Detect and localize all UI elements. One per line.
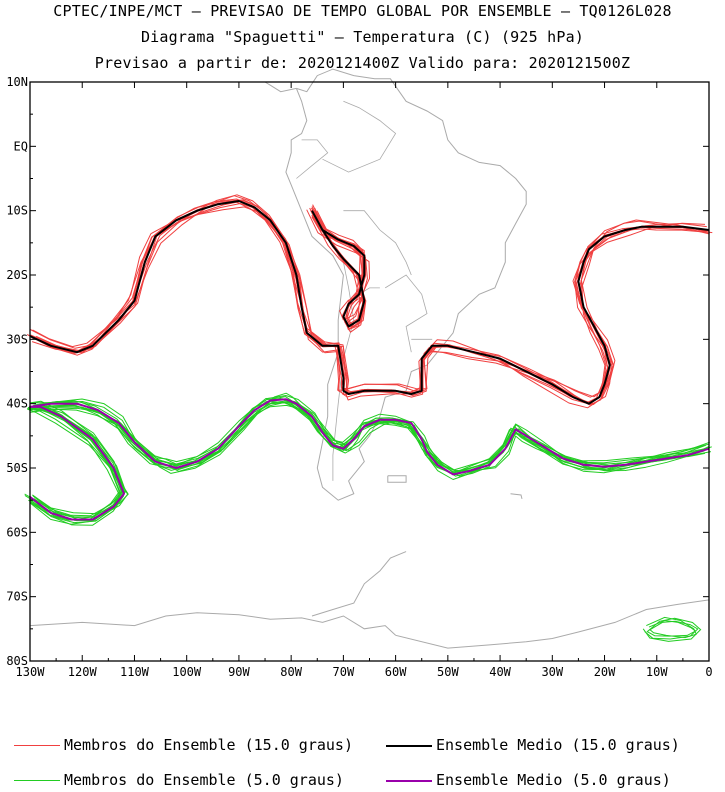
legend-item-mean-5: Ensemble Medio (5.0 graus) [386, 771, 671, 789]
falkland-islands [387, 475, 407, 483]
south-georgia [510, 493, 523, 500]
country-border-1 [384, 274, 428, 353]
y-tick-label: 20S [6, 268, 28, 282]
central-america-coast [264, 81, 297, 93]
ensemble-member-line [30, 401, 705, 522]
legend-label-mean-15: Ensemble Medio (15.0 graus) [436, 736, 680, 754]
y-tick-label: 40S [6, 397, 28, 411]
x-tick-label: 80W [280, 665, 302, 679]
ensemble-mean-line [29, 200, 710, 405]
ensemble-members-layer [24, 194, 713, 642]
legend-item-mean-15: Ensemble Medio (15.0 graus) [386, 736, 680, 754]
ensemble-mean-layer [29, 200, 710, 521]
ensemble-mean-line [311, 210, 366, 328]
legend-item-members-15: Membros do Ensemble (15.0 graus) [14, 736, 353, 754]
x-tick-label: 120W [68, 665, 98, 679]
chart-title-line-3: Previsao a partir de: 2020121400Z Valido… [94, 54, 631, 72]
x-tick-label: 110W [120, 665, 150, 679]
x-tick-label: 0 [705, 665, 712, 679]
ensemble-member-line [26, 198, 713, 404]
ensemble-member-line [32, 397, 705, 521]
ensemble-mean-line [29, 398, 710, 521]
legend-swatch-mean-15 [386, 744, 432, 747]
legend-label-members-15: Membros do Ensemble (15.0 graus) [64, 736, 353, 754]
x-tick-label: 40W [489, 665, 511, 679]
legend-swatch-mean-5 [386, 779, 432, 782]
ensemble-member-line [24, 396, 705, 518]
y-tick-label: EQ [14, 139, 28, 153]
legend-label-members-5: Membros do Ensemble (5.0 graus) [64, 771, 344, 789]
ensemble-member-line [30, 395, 711, 517]
legend-swatch-members-5 [14, 780, 60, 781]
ensemble-member-line [29, 401, 709, 521]
x-tick-label: 90W [228, 665, 250, 679]
x-tick-label: 30W [541, 665, 563, 679]
x-tick-label: 100W [172, 665, 202, 679]
country-border-2 [343, 210, 412, 276]
country-border-5 [296, 139, 329, 179]
x-tick-label: 130W [16, 665, 46, 679]
ensemble-member-line [32, 201, 709, 405]
axis-layer: 130W 120W 110W 100W 90W 80W 70W 60W 50W 40W 30W 20W… [6, 75, 712, 679]
ensemble-member-line [642, 617, 702, 642]
antarctic-peninsula-coast [311, 551, 407, 617]
country-border-3 [322, 100, 397, 173]
ensemble-member-line [644, 620, 699, 640]
y-tick-label: 70S [6, 590, 28, 604]
y-tick-label: 50S [6, 461, 28, 475]
y-tick-label: 30S [6, 332, 28, 346]
south-america-coast [285, 68, 527, 501]
chart-title-line-2: Diagrama "Spaguetti" – Temperatura (C) (… [140, 28, 585, 46]
y-tick-label: 80S [6, 654, 28, 668]
chart-title-line-1: CPTEC/INPE/MCT – PREVISAO DE TEMPO GLOBA… [53, 2, 672, 20]
y-tick-label: 10S [6, 204, 28, 218]
x-tick-label: 10W [646, 665, 668, 679]
x-tick-label: 60W [385, 665, 407, 679]
legend-swatch-members-15 [14, 745, 60, 746]
ensemble-member-line [647, 619, 697, 637]
ensemble-member-line [29, 400, 710, 526]
antarctica-coast-east [395, 599, 710, 649]
legend-item-members-5: Membros do Ensemble (5.0 graus) [14, 771, 344, 789]
ensemble-member-line [33, 398, 709, 519]
y-tick-label: 60S [6, 525, 28, 539]
x-tick-label: 70W [333, 665, 355, 679]
x-tick-label: 20W [594, 665, 616, 679]
antarctica-coast-west [29, 612, 396, 636]
legend-label-mean-5: Ensemble Medio (5.0 graus) [436, 771, 671, 789]
x-tick-label: 50W [437, 665, 459, 679]
y-tick-label: 10N [6, 75, 28, 89]
